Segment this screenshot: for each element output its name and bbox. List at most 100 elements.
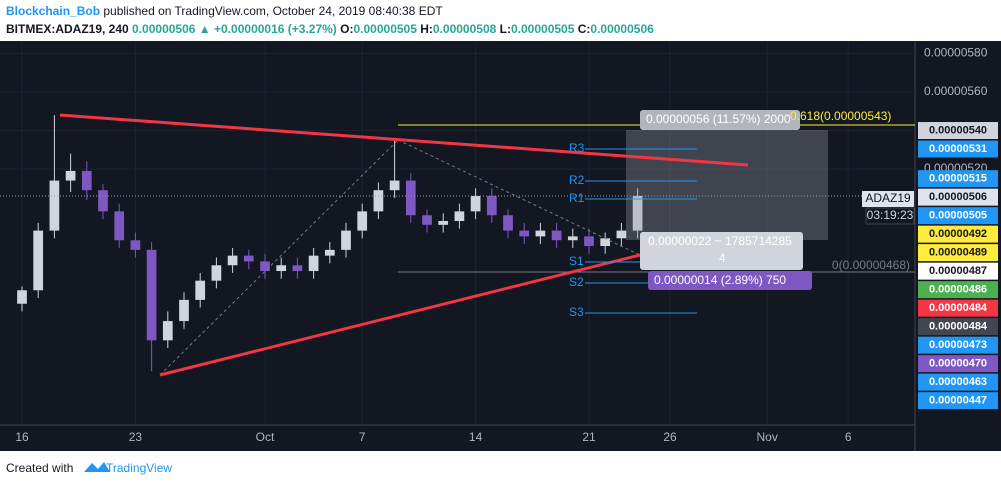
candle-body — [503, 215, 513, 231]
candle-body — [49, 180, 60, 231]
o: 0.00000505 — [353, 22, 417, 36]
price-badge — [918, 140, 998, 158]
candle-body — [535, 230, 546, 237]
measure-text: 0.00000022 ~ 1785714285 — [648, 234, 792, 248]
chart-bg — [0, 41, 1001, 451]
price-badge-label: 0.00000484 — [929, 302, 988, 314]
h: 0.00000508 — [433, 22, 497, 36]
candle-body — [195, 280, 206, 300]
candle-body — [81, 170, 92, 191]
symbol-line: BITMEX:ADAZ19, 240 0.00000506 ▲ +0.00000… — [6, 22, 654, 36]
measure-box — [640, 110, 800, 130]
price-badge — [918, 281, 998, 299]
candle-body — [373, 190, 384, 212]
candle-body — [584, 236, 594, 247]
price-badge — [918, 188, 998, 206]
author: Blockchain_Bob — [6, 4, 100, 18]
candle-body — [292, 265, 303, 272]
price-badge — [918, 225, 998, 243]
candle-body — [65, 170, 76, 181]
dashed-line — [159, 139, 399, 376]
candle-body — [98, 190, 108, 212]
price-badge — [918, 355, 998, 373]
axes: 0.000005800.000005600.000005400.00000520… — [15, 46, 998, 444]
x-tick-label: Nov — [757, 430, 778, 444]
price-badge-label: 0.00000463 — [929, 376, 987, 388]
price-badge — [918, 318, 998, 336]
drawings: R3 R2 R1 S1 S2 S3 0.00000056 (11.57%) 20… — [59, 109, 915, 377]
l-label: L: — [500, 22, 511, 36]
measure-text: 4 — [719, 251, 726, 265]
candle-body — [454, 211, 465, 221]
candle-body — [179, 299, 189, 322]
x-tick-label: 26 — [663, 430, 677, 444]
measure-box — [640, 232, 803, 270]
candle-body — [486, 195, 497, 216]
candle-body — [567, 236, 578, 241]
candle-body — [243, 255, 254, 262]
candle-body — [130, 240, 141, 250]
candle-body — [600, 238, 611, 247]
pivot-label: S2 — [569, 275, 584, 289]
symbol-tag-box — [862, 191, 914, 207]
pivot-label: R3 — [569, 141, 585, 155]
pivot-label: S1 — [569, 254, 584, 268]
footer-text: Created with — [6, 461, 73, 475]
c-label: C: — [578, 22, 591, 36]
candle-body — [551, 230, 562, 241]
price-badge-label: 0.00000487 — [929, 265, 987, 277]
price-badge-label: 0.00000484 — [929, 321, 988, 333]
timer-box — [865, 207, 915, 225]
price-badge-label: 0.00000470 — [929, 358, 987, 370]
candle-body — [422, 215, 432, 225]
x-tick-label: 14 — [469, 430, 483, 444]
trend-line — [159, 253, 641, 377]
x-tick-label: Oct — [256, 430, 275, 444]
candle-body — [438, 220, 449, 225]
o-label: O: — [340, 22, 353, 36]
candle-body — [227, 255, 238, 266]
last: 0.00000506 — [132, 22, 196, 36]
price-badge-label: 0.00000489 — [929, 247, 987, 259]
price-badge-label: 0.00000486 — [929, 284, 987, 296]
price-badge-label: 0.00000473 — [929, 339, 987, 351]
candle-body — [341, 230, 351, 250]
price-badge — [918, 122, 998, 140]
price-badge — [918, 244, 998, 262]
price-badge — [918, 373, 998, 391]
price-badge — [918, 262, 998, 280]
candle-body — [276, 265, 287, 272]
candle-body — [519, 230, 530, 237]
header-line: Blockchain_Bob published on TradingView.… — [6, 4, 443, 18]
trend-line — [59, 113, 749, 167]
price-badge — [918, 170, 998, 188]
candles — [0, 115, 915, 372]
published: published on TradingView.com, October 24… — [100, 4, 443, 18]
fib-label: 0.618(0.00000543) — [790, 109, 891, 123]
measure-box — [648, 271, 812, 290]
c: 0.00000506 — [590, 22, 654, 36]
x-tick-label: 7 — [359, 430, 366, 444]
price-badge-label: 0.00000447 — [929, 395, 987, 407]
price-badge-label: 0.00000515 — [929, 173, 987, 185]
change: +0.00000016 (+3.27%) — [214, 22, 337, 36]
price-badge — [918, 336, 998, 354]
candle-body — [260, 261, 270, 272]
pivot-label: R1 — [569, 191, 585, 205]
x-tick-label: 21 — [582, 430, 596, 444]
symbol-tag: ADAZ19 — [865, 191, 911, 205]
measure-text: 0.00000056 (11.57%) 2000 — [646, 112, 791, 126]
candle-body — [114, 211, 125, 241]
logo — [84, 462, 110, 472]
price-badge — [918, 299, 998, 317]
price-badge-label: 0.00000505 — [929, 210, 987, 222]
pivot-label: R2 — [569, 173, 585, 187]
price-badge — [918, 392, 998, 410]
pivot-label: S3 — [569, 305, 584, 319]
price-badge — [918, 207, 998, 225]
price-badge-label: 0.00000506 — [929, 191, 987, 203]
h-label: H: — [420, 22, 433, 36]
x-tick-label: 6 — [845, 430, 852, 444]
fib-label: 0(0.00000468) — [832, 258, 910, 272]
